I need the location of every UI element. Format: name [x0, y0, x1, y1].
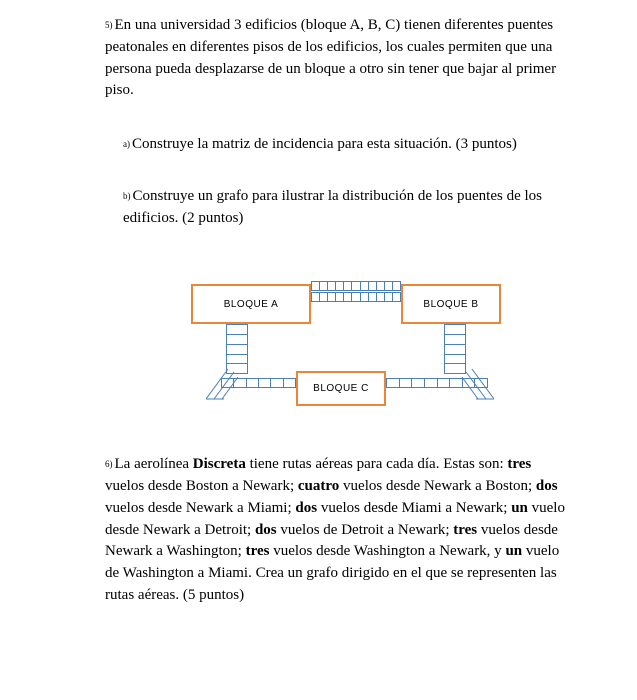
q6-t7: vuelos de Detroit a Newark; [277, 522, 454, 538]
q6-b5: dos [295, 500, 317, 516]
q5b-text: Construye un grafo para ilustrar la dist… [123, 188, 542, 226]
question-5: 5)En una universidad 3 edificios (bloque… [105, 15, 567, 102]
q6-t4: vuelos desde Newark a Miami; [105, 500, 295, 516]
document-page: 5)En una universidad 3 edificios (bloque… [0, 15, 637, 607]
block-a: BLOQUE A [191, 284, 311, 324]
q6-b1: Discreta [193, 456, 246, 472]
q5a-marker: a) [123, 139, 130, 149]
q6-t9: vuelos desde Washington a Newark, y [269, 543, 505, 559]
question-5a: a)Construye la matriz de incidencia para… [123, 134, 567, 156]
q6-b9: tres [246, 543, 270, 559]
corner-left-icon [206, 367, 246, 402]
q6-marker: 6) [105, 459, 113, 469]
question-6: 6)La aerolínea Discreta tiene rutas aére… [105, 454, 567, 606]
question-5b: b)Construye un grafo para ilustrar la di… [123, 186, 567, 230]
q6-b4: dos [536, 478, 558, 494]
q6-b6: un [511, 500, 528, 516]
building-diagram: BLOQUE A BLOQUE B BLOQUE C [166, 259, 506, 414]
q5-marker: 5) [105, 20, 113, 30]
q5-text: En una universidad 3 edificios (bloque A… [105, 17, 556, 98]
block-b-label: BLOQUE B [423, 299, 478, 310]
corner-right-icon [454, 367, 494, 402]
block-c: BLOQUE C [296, 371, 386, 406]
q6-b7: dos [255, 522, 277, 538]
q6-b10: un [505, 543, 522, 559]
diagram-container: BLOQUE A BLOQUE B BLOQUE C [105, 259, 567, 414]
q6-t5: vuelos desde Miami a Newark; [317, 500, 511, 516]
q6-b3: cuatro [298, 478, 339, 494]
block-b: BLOQUE B [401, 284, 501, 324]
q6-t2: vuelos desde Boston a Newark; [105, 478, 298, 494]
block-a-label: BLOQUE A [224, 299, 279, 310]
q6-t1: tiene rutas aéreas para cada día. Estas … [246, 456, 508, 472]
bridge-ab [311, 281, 401, 303]
q6-b2: tres [507, 456, 531, 472]
q6-b8: tres [453, 522, 477, 538]
q5a-text: Construye la matriz de incidencia para e… [132, 136, 517, 152]
q5b-marker: b) [123, 191, 131, 201]
bridge-ab-track-2 [311, 292, 401, 302]
q6-t3: vuelos desde Newark a Boston; [339, 478, 536, 494]
bridge-ab-track-1 [311, 281, 401, 291]
block-c-label: BLOQUE C [313, 383, 369, 394]
q6-pre: La aerolínea [115, 456, 193, 472]
